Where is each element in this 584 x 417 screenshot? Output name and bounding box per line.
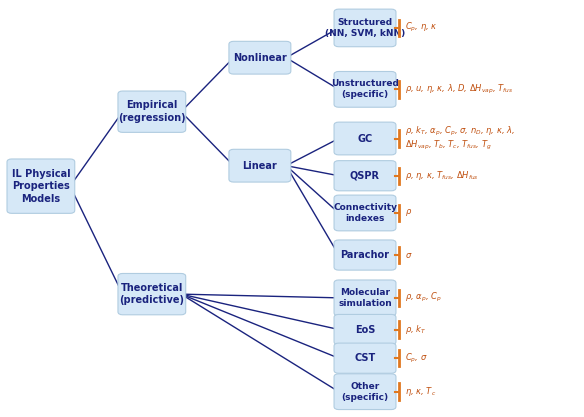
FancyBboxPatch shape [334, 343, 396, 373]
Text: GC: GC [357, 133, 373, 143]
Text: Molecular
simulation: Molecular simulation [338, 288, 392, 308]
Text: IL Physical
Properties
Models: IL Physical Properties Models [12, 169, 70, 203]
FancyBboxPatch shape [334, 161, 396, 191]
Text: $\rho$, $k_T$, $\alpha_p$, $C_p$, $\sigma$, $n_D$, $\eta$, $\kappa$, $\lambda$,
: $\rho$, $k_T$, $\alpha_p$, $C_p$, $\sigm… [405, 125, 516, 153]
Text: Nonlinear: Nonlinear [233, 53, 287, 63]
Text: $\rho$: $\rho$ [405, 208, 412, 219]
Text: Parachor: Parachor [340, 250, 390, 260]
FancyBboxPatch shape [229, 41, 291, 74]
Text: $\rho$, $\alpha_p$, $C_p$: $\rho$, $\alpha_p$, $C_p$ [405, 291, 442, 304]
Text: $\rho$, $u$, $\eta$, $\kappa$, $\lambda$, $D$, $\Delta H_{vap}$, $T_{fus}$: $\rho$, $u$, $\eta$, $\kappa$, $\lambda$… [405, 83, 514, 96]
Text: Other
(specific): Other (specific) [342, 382, 388, 402]
Text: $\sigma$: $\sigma$ [405, 251, 413, 259]
FancyBboxPatch shape [118, 91, 186, 132]
Text: QSPR: QSPR [350, 171, 380, 181]
FancyBboxPatch shape [334, 122, 396, 155]
Text: $\rho$, $\eta$, $\kappa$, $T_{fus}$, $\Delta H_{fus}$: $\rho$, $\eta$, $\kappa$, $T_{fus}$, $\D… [405, 169, 479, 182]
Text: $\eta$, $\kappa$, $T_c$: $\eta$, $\kappa$, $T_c$ [405, 385, 436, 398]
FancyBboxPatch shape [334, 9, 396, 47]
FancyBboxPatch shape [334, 374, 396, 409]
Text: Structured
(NN, SVM, kNN): Structured (NN, SVM, kNN) [325, 18, 405, 38]
FancyBboxPatch shape [118, 274, 186, 315]
Text: CST: CST [354, 353, 376, 363]
Text: $C_p$, $\sigma$: $C_p$, $\sigma$ [405, 352, 428, 365]
FancyBboxPatch shape [7, 159, 75, 214]
FancyBboxPatch shape [229, 149, 291, 182]
Text: Empirical
(regression): Empirical (regression) [118, 100, 186, 123]
FancyBboxPatch shape [334, 280, 396, 316]
FancyBboxPatch shape [334, 240, 396, 270]
Text: Linear: Linear [242, 161, 277, 171]
Text: EoS: EoS [355, 324, 375, 334]
Text: $C_p$, $\eta$, $\kappa$: $C_p$, $\eta$, $\kappa$ [405, 21, 438, 35]
Text: Theoretical
(predictive): Theoretical (predictive) [119, 283, 185, 305]
Text: Unstructured
(specific): Unstructured (specific) [331, 79, 399, 99]
Text: $\rho$, $k_T$: $\rho$, $k_T$ [405, 323, 427, 336]
Text: Connectivity
indexes: Connectivity indexes [333, 203, 397, 223]
FancyBboxPatch shape [334, 195, 396, 231]
FancyBboxPatch shape [334, 71, 396, 107]
FancyBboxPatch shape [334, 314, 396, 344]
